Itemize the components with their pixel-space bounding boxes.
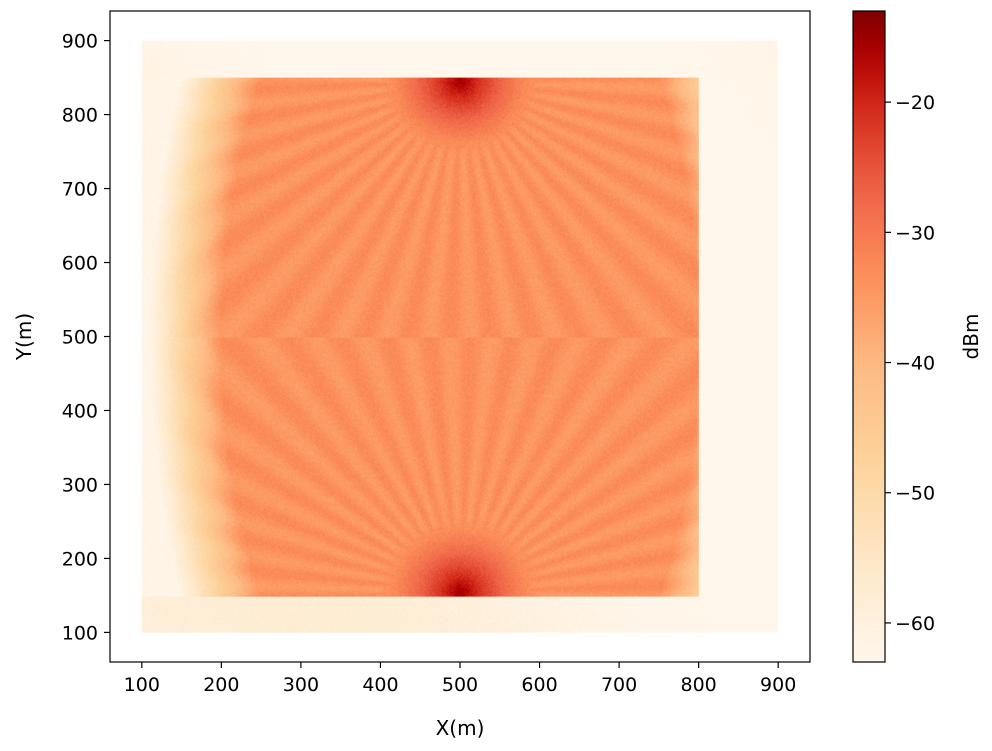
x-tick-label: 700 [601,674,637,696]
x-tick-label: 800 [681,674,717,696]
y-tick-label: 900 [62,31,98,53]
y-tick-label: 400 [62,400,98,422]
x-axis-label: X(m) [436,716,485,740]
colorbar-tick-label: −50 [895,483,935,505]
heatmap-field [142,41,778,633]
x-tick-label: 500 [442,674,478,696]
x-tick-label: 200 [203,674,239,696]
plot-area: 100 200 300 400 500 600 700 800 900 100 200 300 400 5… [12,11,810,740]
colorbar-tick-label: −30 [895,222,935,244]
y-axis-label: Y(m) [12,313,36,361]
y-tick-label: 200 [62,548,98,570]
x-tick-label: 100 [124,674,160,696]
x-tick-label: 900 [760,674,796,696]
colorbar-tick-label: −20 [895,92,935,114]
colorbar-label: dBm [959,314,983,360]
y-tick-label: 500 [62,327,98,349]
x-tick-label: 600 [521,674,557,696]
colorbar-tick-label: −60 [895,613,935,635]
y-tick-label: 700 [62,179,98,201]
y-tick-label: 300 [62,474,98,496]
colorbar-tick-label: −40 [895,353,935,375]
y-tick-label: 600 [62,253,98,275]
x-tick-label: 400 [362,674,398,696]
colorbar: −20 −30 −40 −50 −60 dBm [853,11,983,662]
y-tick-label: 100 [62,622,98,644]
y-tick-label: 800 [62,105,98,127]
colorbar-gradient [853,11,885,662]
x-tick-label: 300 [283,674,319,696]
